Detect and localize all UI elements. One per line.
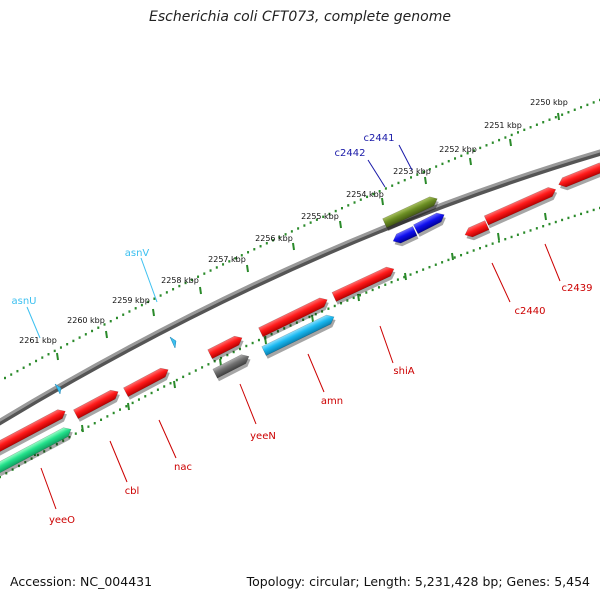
gene-yeen[interactable] xyxy=(212,352,253,382)
gene-c2441[interactable] xyxy=(413,210,448,237)
gene-label-c2440: c2440 xyxy=(515,306,546,317)
ruler-tick-label: 2260 kbp xyxy=(67,316,105,325)
ruler-tick xyxy=(173,380,176,389)
trna-label-asnu: asnU xyxy=(12,296,37,307)
ruler-tick xyxy=(199,286,202,295)
ruler-tick xyxy=(557,112,560,121)
gene-label-nac: nac xyxy=(174,462,192,473)
feature-labels: asnV asnU c2441 c2442 c2439 c2440 shiA a… xyxy=(12,133,593,526)
gene-nac[interactable] xyxy=(123,365,172,400)
gene-small-red[interactable] xyxy=(463,220,491,243)
gene-cbl[interactable] xyxy=(73,387,122,422)
trna-label-asnv: asnV xyxy=(125,248,150,259)
gene-label-c2442: c2442 xyxy=(335,148,366,159)
ruler-tick xyxy=(497,232,500,241)
topology-summary: Topology: circular; Length: 5,231,428 bp… xyxy=(246,574,590,589)
ruler-tick-label: 2250 kbp xyxy=(530,98,568,107)
ruler-tick xyxy=(127,402,130,411)
ruler-tick-label: 2257 kbp xyxy=(208,255,246,264)
ruler-tick xyxy=(292,242,295,251)
gene-label-c2439: c2439 xyxy=(562,283,593,294)
ruler-tick-label: 2258 kbp xyxy=(161,276,199,285)
gene-label-cbl: cbl xyxy=(125,486,140,497)
gene-label-yeeo: yeeO xyxy=(49,515,75,526)
ruler-tick xyxy=(81,424,84,433)
ruler-tick xyxy=(219,358,222,367)
ruler-tick xyxy=(339,220,342,229)
accession-text: Accession: NC_004431 xyxy=(10,574,153,589)
ruler-tick xyxy=(381,197,384,206)
gene-c2440[interactable] xyxy=(483,185,559,229)
ruler-tick-label: 2254 kbp xyxy=(346,190,384,199)
ruler-tick xyxy=(544,212,547,221)
gene-features xyxy=(0,162,600,477)
gene-c2439[interactable] xyxy=(557,162,600,193)
ruler-tick-label: 2253 kbp xyxy=(393,167,431,176)
ruler-outer xyxy=(4,98,600,380)
ruler-tick xyxy=(311,314,314,323)
trna-marker-asnv[interactable] xyxy=(169,336,177,349)
gene-red-mid[interactable] xyxy=(258,295,331,340)
gene-yeeo[interactable] xyxy=(0,425,75,477)
gene-shia[interactable] xyxy=(331,265,398,305)
genome-backbone xyxy=(0,149,600,426)
ruler-tick-label: 2252 kbp xyxy=(439,145,477,154)
label-leader-lines xyxy=(26,144,561,510)
gene-red-left[interactable] xyxy=(0,407,69,457)
map-title: Escherichia coli CFT073, complete genome xyxy=(149,9,451,25)
ruler-tick xyxy=(264,336,267,345)
ruler-tick-label: 2261 kbp xyxy=(19,336,57,345)
ruler-tick xyxy=(469,157,472,166)
ruler-tick xyxy=(424,176,427,185)
ruler-tick xyxy=(152,308,155,317)
gene-label-yeen: yeeN xyxy=(250,431,276,442)
ruler-ticks xyxy=(33,112,560,457)
ruler-tick-label: 2255 kbp xyxy=(301,212,339,221)
gene-red-small2[interactable] xyxy=(207,333,246,362)
ruler-tick-label: 2251 kbp xyxy=(484,121,522,130)
ruler-tick xyxy=(357,293,360,302)
gene-amn[interactable] xyxy=(261,312,338,359)
gene-label-shia: shiA xyxy=(393,366,414,377)
trna-marker-asnu[interactable] xyxy=(54,383,62,395)
ruler-tick xyxy=(246,264,249,273)
ruler-tick-label: 2259 kbp xyxy=(112,296,150,305)
ruler-tick xyxy=(451,252,454,261)
ruler-tick-labels: 2250 kbp 2251 kbp 2252 kbp 2253 kbp 2254 kbp… xyxy=(19,98,568,345)
ruler-tick xyxy=(105,330,108,339)
gene-olive[interactable] xyxy=(382,194,441,231)
gene-label-amn: amn xyxy=(321,396,343,407)
ruler-inner xyxy=(0,206,600,479)
ruler-tick-label: 2256 kbp xyxy=(255,234,293,243)
gene-label-c2441: c2441 xyxy=(364,133,395,144)
ruler-tick xyxy=(509,138,512,147)
ruler-tick xyxy=(56,352,59,361)
ruler-tick xyxy=(404,272,407,281)
gene-c2442[interactable] xyxy=(391,226,419,248)
trna-markers xyxy=(54,336,177,395)
